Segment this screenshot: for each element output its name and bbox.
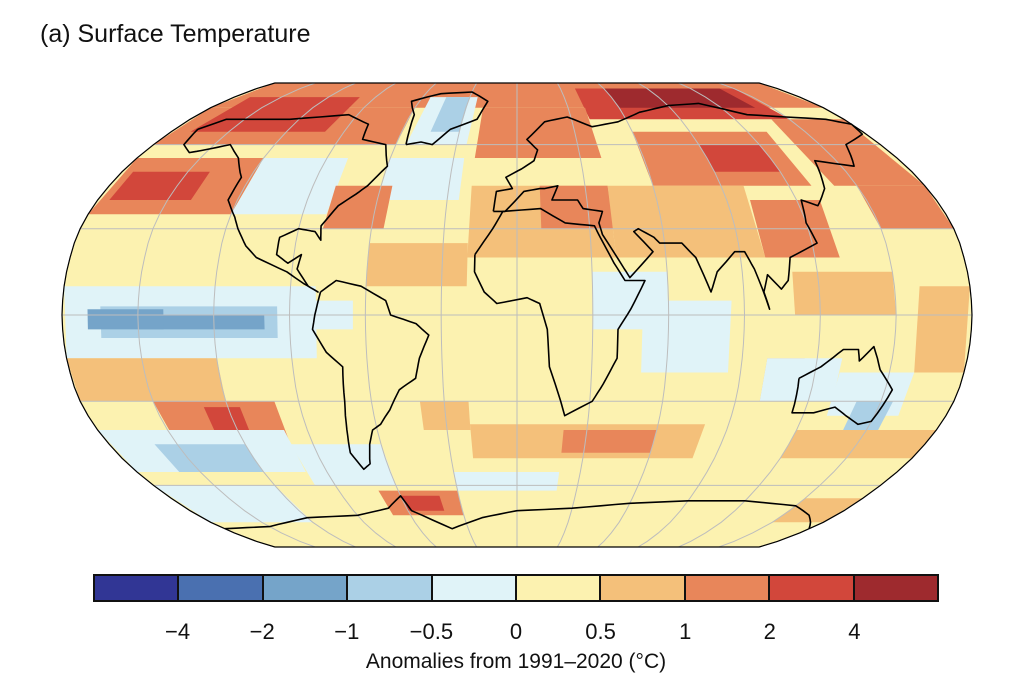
anomaly-region bbox=[322, 185, 393, 229]
anomaly-region bbox=[856, 185, 954, 229]
anomaly-region bbox=[453, 472, 560, 491]
anomaly-region bbox=[759, 358, 843, 402]
colorbar-tick-label: 0 bbox=[509, 619, 523, 644]
colorbar-tick-label: −0.5 bbox=[409, 619, 454, 644]
anomaly-region bbox=[109, 171, 210, 200]
anomaly-region bbox=[190, 97, 360, 132]
coastlines bbox=[183, 91, 894, 530]
anomaly-region bbox=[430, 97, 470, 132]
anomaly-region bbox=[561, 430, 657, 453]
colorbar-label: Anomalies from 1991–2020 (°C) bbox=[365, 650, 667, 673]
colorbar-tick-label: 0.5 bbox=[585, 619, 616, 644]
anomaly-region bbox=[826, 372, 915, 416]
coastline-north-america bbox=[183, 113, 389, 293]
figure-title: (a) Surface Temperature bbox=[40, 20, 311, 48]
anomaly-region bbox=[400, 495, 445, 511]
coastline-south-america bbox=[311, 279, 430, 471]
anomaly-region bbox=[539, 185, 615, 229]
colorbar-swatch bbox=[854, 576, 938, 600]
colorbar-swatch bbox=[348, 576, 433, 600]
colorbar-tick-label: −1 bbox=[334, 619, 360, 644]
colorbar-tick-label: 1 bbox=[679, 619, 692, 644]
anomaly-region bbox=[203, 407, 250, 430]
coastline-australia bbox=[791, 345, 894, 426]
colorbar-swatch bbox=[179, 576, 264, 600]
anomaly-region bbox=[377, 158, 465, 200]
anomaly-region bbox=[641, 300, 732, 373]
colorbar-swatch bbox=[685, 576, 771, 600]
anomaly-region bbox=[914, 286, 970, 373]
anomaly-region bbox=[792, 271, 897, 315]
colorbar-tick-label: 4 bbox=[848, 619, 861, 644]
anomaly-region bbox=[780, 430, 937, 459]
colorbar-tick-label: −4 bbox=[165, 619, 191, 644]
colorbar-swatch bbox=[517, 576, 602, 600]
anomaly-region bbox=[87, 309, 164, 330]
colorbar-swatch bbox=[770, 576, 855, 600]
coastline-eurasia bbox=[492, 102, 864, 311]
anomaly-region bbox=[772, 498, 863, 523]
colorbar-swatch bbox=[95, 576, 180, 600]
anomaly-region bbox=[607, 185, 766, 258]
anomaly-region bbox=[153, 485, 313, 523]
anomaly-region bbox=[474, 107, 602, 158]
anomaly-region bbox=[603, 88, 756, 108]
anomaly-region bbox=[154, 444, 264, 472]
colorbar-tick-label: 2 bbox=[763, 619, 776, 644]
colorbar-swatch bbox=[432, 576, 518, 600]
colorbar bbox=[93, 574, 939, 602]
coastline-greenland bbox=[405, 91, 489, 146]
coastline-africa bbox=[473, 207, 646, 417]
anomaly-region bbox=[366, 243, 468, 287]
colorbar-swatch bbox=[263, 576, 349, 600]
anomaly-region bbox=[698, 144, 781, 172]
temperature-anomaly-map bbox=[61, 82, 973, 548]
coastline-antarctica bbox=[224, 494, 812, 530]
map-border bbox=[61, 82, 973, 548]
colorbar-swatch bbox=[601, 576, 686, 600]
anomaly-region bbox=[260, 158, 327, 200]
colorbar-tick-label: −2 bbox=[249, 619, 275, 644]
anomaly-region bbox=[137, 315, 265, 330]
